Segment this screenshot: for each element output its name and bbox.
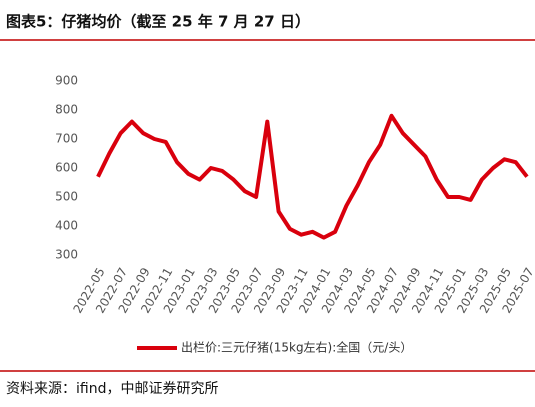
y-tick-label: 600 <box>55 161 78 175</box>
source-note: 资料来源：ifind，中邮证券研究所 <box>6 381 218 397</box>
series-line <box>96 113 529 240</box>
y-tick-label: 300 <box>55 248 78 262</box>
y-tick-label: 400 <box>55 219 78 233</box>
y-tick-label: 500 <box>55 190 78 204</box>
y-tick-label: 800 <box>55 103 78 117</box>
y-tick-label: 700 <box>55 132 78 146</box>
y-tick-label: 900 <box>55 74 78 88</box>
chart-title: 图表5：仔猪均价（截至 25 年 7 月 27 日） <box>6 13 310 31</box>
legend-label: 出栏价:三元仔猪(15kg左右):全国（元/头） <box>181 340 412 355</box>
